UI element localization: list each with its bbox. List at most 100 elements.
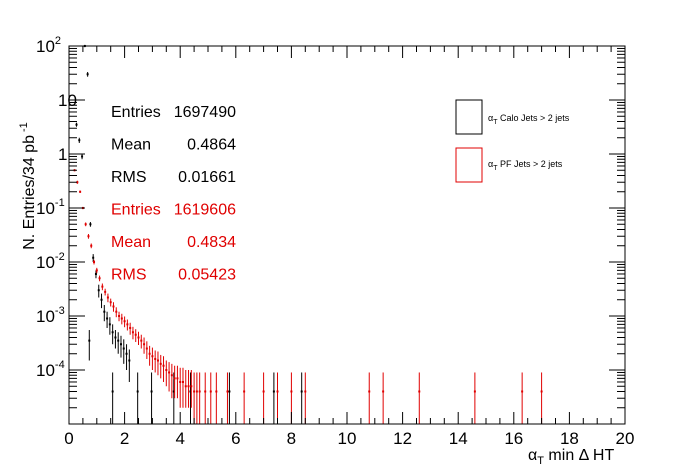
pf-data-point: [159, 354, 162, 379]
pf-data-point: [418, 372, 421, 424]
pf-data-point: [181, 367, 184, 408]
pf-data-point: [173, 365, 176, 399]
calo-data-point: [103, 304, 106, 322]
calo-data-point: [97, 284, 100, 298]
x-tick-label: 0: [64, 429, 73, 448]
pf-data-point: [76, 180, 79, 184]
pf-data-point: [473, 372, 476, 424]
pf-data-point: [134, 329, 137, 343]
pf-data-point: [382, 372, 385, 424]
calo-data-point: [92, 254, 95, 262]
calo-data-point: [108, 317, 111, 335]
pf-data-point: [131, 326, 134, 340]
pf-data-point: [140, 334, 143, 349]
legend-label-pf: αT PF Jets > 2 jets: [488, 159, 563, 172]
calo-data-point: [106, 311, 109, 328]
y-tick-label: 10-1: [36, 197, 65, 218]
pf-data-point: [193, 372, 196, 424]
x-tick-label: 8: [287, 429, 296, 448]
calo-data-point: [172, 372, 175, 424]
pf-data-point: [304, 372, 307, 424]
calo-data-point: [78, 137, 81, 143]
pf-data-point: [170, 363, 173, 399]
x-axis-title: αT min Δ HT: [528, 447, 614, 467]
calo-data-point: [86, 72, 89, 77]
y-tick-label: 10-4: [36, 359, 65, 380]
pf-data-point: [187, 370, 190, 408]
calo-data-point: [125, 344, 128, 370]
stats-label: Entries: [111, 104, 161, 121]
x-tick-label: 20: [616, 429, 635, 448]
stats-label: RMS: [111, 267, 147, 284]
calo-data-point: [114, 330, 117, 349]
pf-data-point: [209, 372, 212, 424]
pf-data-point: [368, 372, 371, 424]
pf-data-point: [521, 372, 524, 424]
calo-data-point: [228, 372, 231, 424]
stats-label: RMS: [111, 169, 147, 186]
calo-data-point: [88, 330, 91, 361]
x-tick-label: 4: [175, 429, 184, 448]
pf-data-point: [540, 372, 543, 424]
pf-data-point: [115, 307, 118, 318]
x-tick-label: 10: [338, 429, 357, 448]
calo-data-point: [89, 222, 92, 227]
pf-data-point: [84, 222, 87, 227]
stats-value: 0.05423: [178, 267, 236, 284]
pf-data-point: [109, 298, 112, 307]
stats-value: 0.4834: [187, 234, 236, 251]
pf-data-point: [93, 259, 96, 265]
pf-data-point: [104, 288, 107, 296]
legend: αT Calo Jets > 2 jets αT PF Jets > 2 jet…: [455, 99, 570, 183]
stats-value: 1619606: [174, 202, 236, 219]
pf-data-point: [162, 356, 165, 382]
pf-data-point: [143, 337, 146, 354]
calo-data-point: [128, 349, 131, 382]
data-points-layer: [73, 44, 543, 424]
stats-label: Mean: [111, 137, 151, 154]
pf-data-point: [90, 243, 93, 249]
pf-data-point: [156, 351, 159, 376]
pf-data-point: [87, 234, 90, 239]
pf-data-point: [112, 302, 115, 312]
x-tick-label: 6: [231, 429, 240, 448]
calo-data-point: [122, 339, 125, 364]
stats-value: 0.4864: [187, 137, 236, 154]
pf-data-point: [145, 341, 148, 359]
x-tick-label: 12: [393, 429, 412, 448]
pf-data-point: [215, 372, 218, 424]
y-tick-label: 1: [58, 145, 67, 164]
y-axis-title: N. Entries/34 pb-1: [18, 122, 38, 250]
pf-data-point: [243, 372, 246, 424]
pf-data-point: [95, 267, 98, 274]
pf-data-point: [184, 370, 187, 408]
pf-data-point: [179, 367, 182, 408]
calo-data-point: [75, 122, 78, 127]
pf-data-point: [123, 316, 126, 328]
calo-data-point: [150, 372, 153, 424]
pf-data-point: [204, 372, 207, 424]
pf-data-point: [129, 322, 132, 335]
legend-swatch-calo: [455, 99, 483, 135]
stats-label: Entries: [111, 202, 161, 219]
y-tick-label: 102: [36, 35, 61, 56]
pf-data-point: [190, 370, 193, 408]
x-tick-label: 2: [120, 429, 129, 448]
pf-data-point: [137, 331, 140, 346]
pf-data-point: [79, 190, 82, 193]
legend-swatch-pf: [455, 147, 483, 183]
calo-data-point: [117, 332, 120, 354]
pf-data-point: [148, 345, 151, 366]
pf-data-point: [262, 372, 265, 424]
x-tick-label: 14: [449, 429, 468, 448]
pf-data-point: [151, 347, 154, 370]
pf-data-point: [120, 313, 123, 325]
stats-box: Entries 1697490 Mean 0.4864 RMS 0.01661 Entrie…: [111, 104, 236, 284]
calo-data-point: [119, 335, 122, 358]
pf-data-point: [198, 372, 201, 424]
pf-data-point: [106, 293, 109, 303]
calo-data-point: [272, 372, 275, 424]
